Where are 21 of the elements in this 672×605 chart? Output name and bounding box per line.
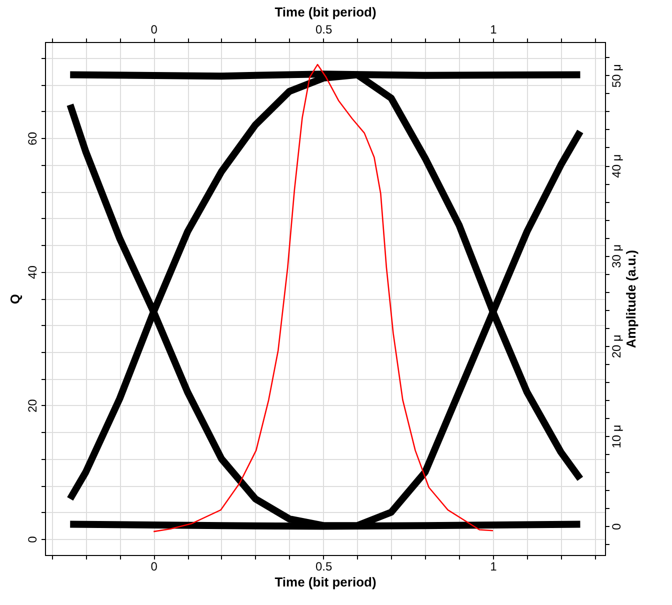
y2-tick-label: 10 μ — [610, 424, 624, 448]
x2-tick-label: 0 — [150, 22, 158, 36]
x2-tick-label: 0.5 — [315, 22, 332, 36]
x-axis-title: Time (bit period) — [274, 574, 376, 590]
x-tick-label: 1 — [490, 560, 498, 574]
x-tick-label: 0 — [150, 560, 158, 574]
y-tick-label: 20 — [26, 398, 40, 413]
x-tick-label: 0.5 — [315, 560, 332, 574]
x2-tick-label: 1 — [490, 22, 498, 36]
line-series — [152, 64, 494, 532]
y2-tick-label: 50 μ — [610, 64, 624, 88]
y2-axis-title: Amplitude (a.u.) — [624, 250, 638, 348]
y2-tick-label: 30 μ — [610, 244, 624, 268]
y2-tick-label: 0 — [610, 522, 624, 530]
x2-axis-title: Time (bit period) — [274, 4, 376, 20]
y2-tick-label: 20 μ — [610, 334, 624, 358]
y-tick-label: 40 — [26, 265, 40, 279]
y-axis-title: Q — [8, 294, 22, 304]
y-tick-label: 0 — [26, 536, 40, 543]
y2-tick-label: 40 μ — [610, 154, 624, 178]
y-tick-label: 60 — [26, 132, 40, 146]
